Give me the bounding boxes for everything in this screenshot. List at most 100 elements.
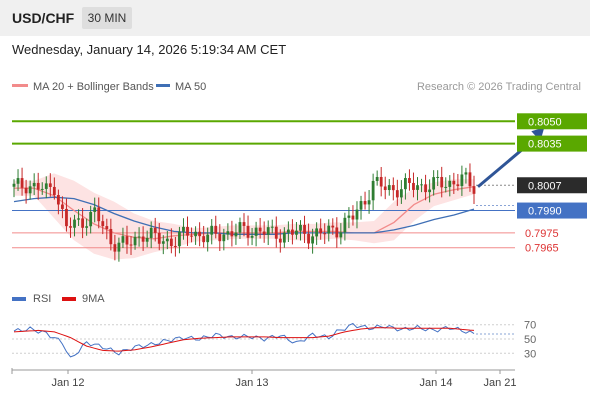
candle-body — [56, 195, 60, 205]
candle — [186, 216, 189, 246]
candle-body — [408, 178, 411, 183]
x-tick-label: Jan 13 — [235, 377, 268, 389]
candle — [351, 205, 355, 226]
candle — [282, 227, 286, 248]
candle — [190, 227, 193, 243]
candle — [464, 167, 468, 184]
candle-body — [307, 233, 310, 244]
candle-body — [339, 232, 343, 238]
candle-body — [48, 183, 52, 187]
candle-body — [133, 236, 137, 246]
candle-body — [206, 234, 210, 243]
candle — [56, 189, 60, 215]
candle-body — [190, 235, 193, 237]
candle-body — [157, 232, 161, 244]
candle-body — [61, 204, 64, 209]
candle-body — [315, 228, 319, 237]
candle-body — [444, 186, 448, 188]
candle-body — [311, 236, 314, 244]
candle-body — [117, 242, 121, 252]
candle-body — [161, 241, 165, 244]
candle-body — [335, 227, 339, 238]
candle-body — [28, 186, 32, 194]
candle-body — [242, 222, 246, 226]
candle — [85, 218, 89, 236]
candle — [408, 169, 411, 191]
candle-body — [230, 231, 234, 237]
candle-body — [331, 225, 335, 228]
level-label-0.7975: 0.7975 — [525, 228, 559, 240]
candle — [226, 223, 230, 241]
candle — [153, 217, 157, 242]
candle-body — [468, 172, 472, 187]
candle — [270, 219, 274, 234]
candle-body — [270, 226, 274, 228]
candle — [178, 226, 181, 254]
candle-body — [303, 224, 306, 234]
candle — [218, 224, 222, 251]
candle — [363, 191, 367, 210]
candle — [125, 225, 129, 254]
candle — [343, 212, 347, 241]
candle — [69, 217, 72, 238]
candle-body — [73, 219, 76, 228]
candle-body — [472, 186, 476, 194]
x-axis: Jan 12 Jan 13 Jan 14 Jan 21 — [11, 368, 517, 389]
candle — [424, 174, 427, 201]
candle — [416, 177, 419, 201]
candle — [444, 177, 448, 193]
candle-body — [440, 176, 444, 188]
candle-body — [109, 228, 113, 245]
candle — [448, 175, 452, 197]
candle — [315, 222, 319, 245]
candle — [395, 179, 399, 206]
timeframe-button[interactable]: 30 MIN — [82, 7, 132, 29]
candle-body — [77, 218, 80, 220]
candle — [286, 221, 290, 242]
candle-body — [16, 178, 20, 184]
candle — [456, 173, 460, 191]
candle — [97, 197, 101, 229]
header-bar: USD/CHF 30 MIN — [0, 0, 590, 36]
candle-body — [210, 225, 214, 235]
candle — [165, 230, 169, 250]
candle — [28, 180, 32, 200]
candle-body — [399, 189, 403, 198]
candle — [234, 223, 238, 245]
candle-body — [121, 236, 125, 243]
candle-body — [141, 236, 145, 242]
candle-body — [178, 231, 181, 247]
candle — [367, 190, 371, 214]
candle — [206, 227, 210, 252]
candle-body — [69, 226, 72, 228]
candle — [89, 205, 93, 234]
candle-body — [452, 180, 456, 185]
candle-body — [85, 226, 89, 228]
symbol-label: USD/CHF — [12, 10, 75, 26]
candle-body — [391, 185, 395, 191]
candle-body — [20, 178, 24, 188]
rsi-ma-legend-label: 9MA — [82, 293, 105, 305]
candle-body — [327, 225, 331, 234]
candle — [391, 177, 395, 201]
candle — [331, 218, 335, 235]
current-price-label: 0.8007 — [528, 180, 562, 192]
candle-body — [165, 238, 169, 242]
candle-body — [359, 201, 363, 210]
candle — [24, 179, 28, 204]
candle — [32, 173, 36, 195]
candle — [266, 220, 270, 246]
candle — [387, 179, 391, 196]
candle-body — [375, 176, 379, 181]
candle — [129, 236, 133, 255]
candle-body — [258, 227, 262, 232]
candle — [198, 222, 202, 247]
candle-body — [105, 226, 109, 229]
rsi-tick-label: 70 — [524, 320, 536, 332]
bollinger-bands — [14, 173, 474, 260]
candle — [182, 218, 185, 240]
level-tag-0.7990 — [517, 202, 587, 219]
candle — [137, 227, 141, 247]
candle-body — [24, 187, 28, 194]
candle — [319, 218, 323, 240]
